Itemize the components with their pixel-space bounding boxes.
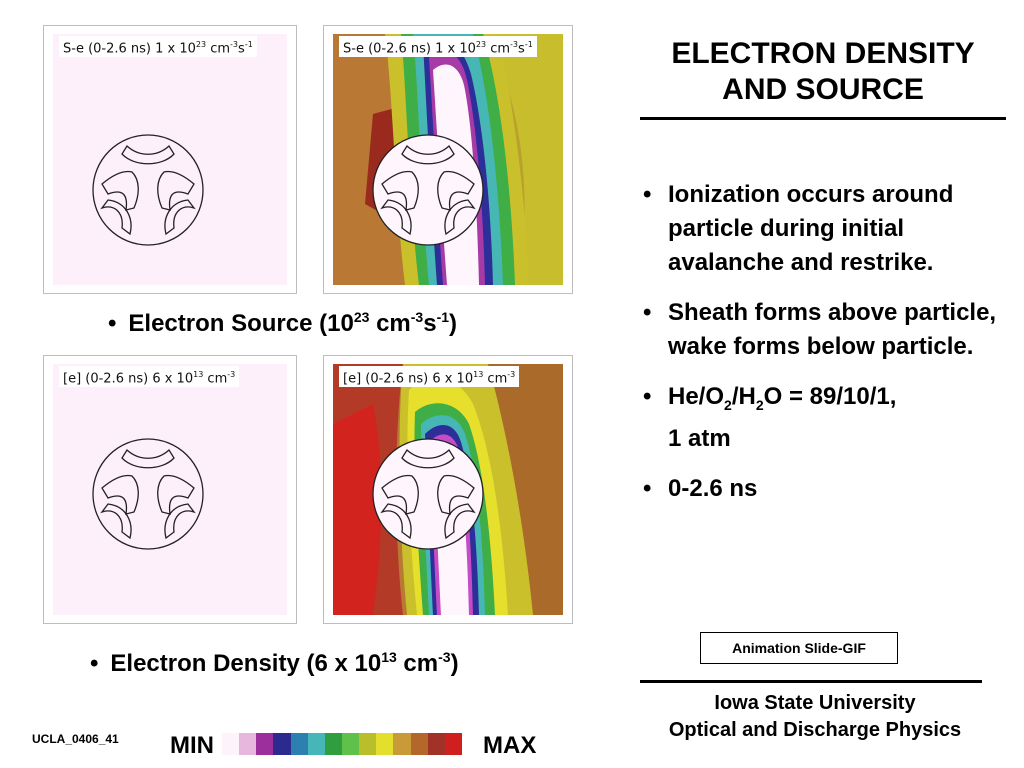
density-plot-blank: [e] (0-2.6 ns) 6 x 1013 cm-3 [43,355,297,624]
color-scale-segment [239,733,257,755]
color-scale-segment [359,733,377,755]
plot-area: [e] (0-2.6 ns) 6 x 1013 cm-3 [53,364,287,615]
color-scale-bar [222,733,462,755]
bullet-item: • 0-2.6 ns [643,472,1003,506]
scale-max-label: MAX [483,732,537,759]
color-scale-segment [324,733,342,755]
plot-label: [e] (0-2.6 ns) 6 x 1013 cm-3 [339,366,520,388]
color-scale-segment [290,733,308,755]
plot-label: S-e (0-2.6 ns) 1 x 1023 cm-3s-1 [339,36,537,58]
scale-min-label: MIN [170,732,214,759]
color-scale-segment [307,733,325,755]
density-plot-simulation: [e] (0-2.6 ns) 6 x 1013 cm-3 [323,355,573,624]
density-contour-map [333,364,563,615]
color-scale-segment [410,733,428,755]
color-scale-segment [376,733,394,755]
bullet-icon: • [90,650,99,677]
footer-line-group: Optical and Discharge Physics [668,719,962,741]
animation-slide-gif-button[interactable]: Animation Slide-GIF [700,632,898,664]
bullet-icon: • [643,181,652,208]
color-scale-segment [273,733,291,755]
color-scale-segment [341,733,360,755]
color-scale-segment [256,733,274,755]
bullet-icon: • [108,310,117,337]
caption-electron-source: • Electron Source (1023 cm-3s-1) [108,309,458,337]
plot-area: S-e (0-2.6 ns) 1 x 1023 cm-3s-1 [333,34,563,285]
plot-label: S-e (0-2.6 ns) 1 x 1023 cm-3s-1 [59,36,257,58]
title-divider [640,117,1006,120]
source-contour-map [333,34,563,285]
bullet-list: • Ionization occurs around particle durin… [643,178,1003,522]
bullet-icon: • [643,383,652,410]
bullet-item: • He/O2/H2O = 89/10/1, 1 atm [643,380,1003,456]
color-scale-segment [444,733,462,755]
bullet-item: • Ionization occurs around particle durin… [643,178,1003,280]
bullet-icon: • [643,474,652,502]
color-scale-segment [393,733,411,755]
plot-area: [e] (0-2.6 ns) 6 x 1013 cm-3 [333,364,563,615]
slide-id: UCLA_0406_41 [32,732,119,746]
plot-label: [e] (0-2.6 ns) 6 x 1013 cm-3 [59,366,240,388]
footer-institution: Iowa State University Optical and Discha… [640,690,990,744]
slide-title: ELECTRON DENSITY AND SOURCE [671,37,975,106]
footer-divider [640,680,982,683]
source-plot-blank: S-e (0-2.6 ns) 1 x 1023 cm-3s-1 [43,25,297,294]
color-scale-segment [427,733,445,755]
plot-area: S-e (0-2.6 ns) 1 x 1023 cm-3s-1 [53,34,287,285]
bullet-item: • Sheath forms above particle, wake forms… [643,296,1003,364]
bullet-icon: • [643,299,652,326]
caption-electron-density: • Electron Density (6 x 1013 cm-3) [90,649,459,677]
particle-outline [92,134,204,246]
source-plot-simulation: S-e (0-2.6 ns) 1 x 1023 cm-3s-1 [323,25,573,294]
color-scale-segment [222,733,240,755]
particle-outline [92,438,204,550]
footer-line-university: Iowa State University [714,692,916,714]
